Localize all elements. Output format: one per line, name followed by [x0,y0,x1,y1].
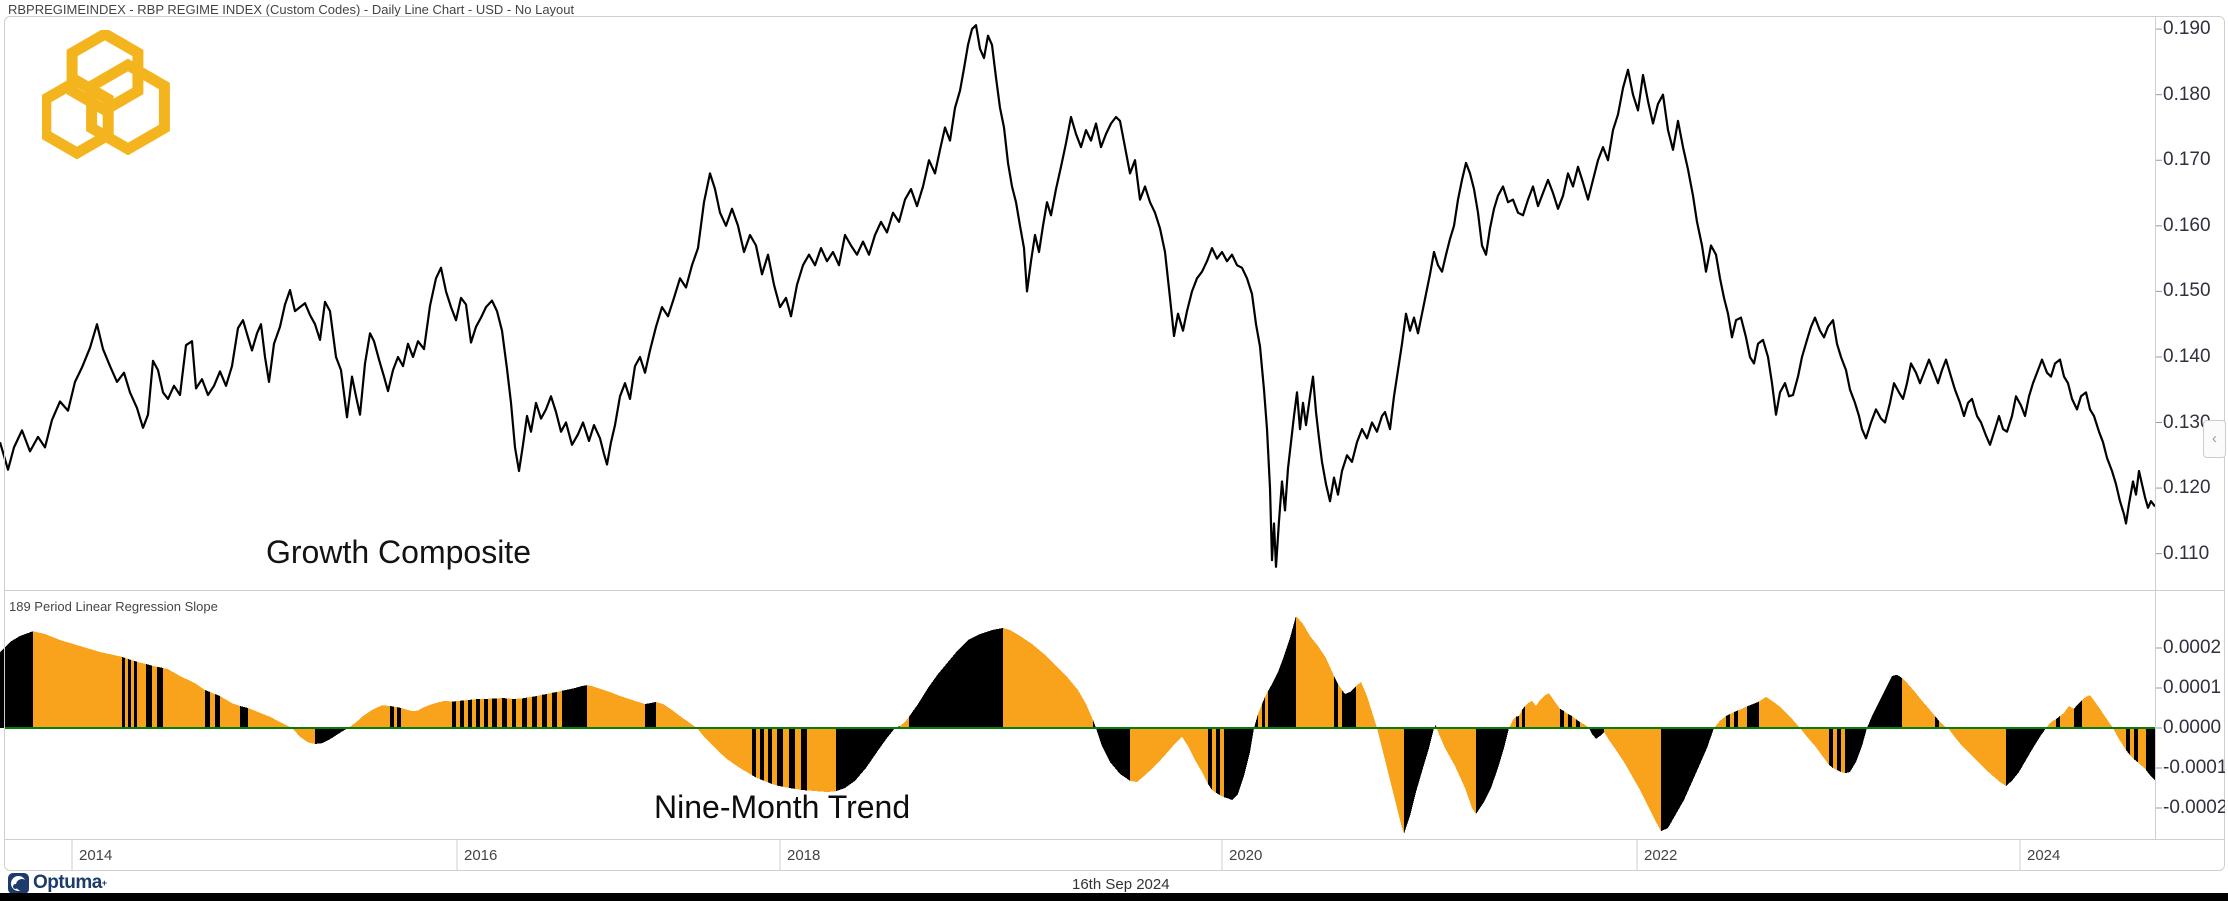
y-tick-label: 0.120 [2163,477,2211,499]
pane-divider [5,590,2224,591]
y-tick-label: 0.0000 [2163,717,2222,738]
y-axis-border [2155,17,2156,839]
year-tick-label: 2020 [1229,847,1263,864]
year-tick-label: 2018 [787,847,821,864]
y-tick-label: 0.130 [2163,411,2211,433]
optuma-icon [8,872,29,894]
brand-wordmark: Optuma [33,872,102,893]
indicator-title-label[interactable]: 189 Period Linear Regression Slope [9,599,218,614]
y-tick-label: 0.0002 [2163,637,2222,658]
nine-month-trend-label[interactable]: Nine-Month Trend [654,789,911,825]
year-tick-label: 2014 [79,847,113,864]
x-axis-border [5,839,2224,840]
rbp-hexagon-logo-icon [42,30,170,160]
date-label: 16th Sep 2024 [1072,876,1170,893]
chevron-left-icon: ‹ [2212,430,2217,447]
y-tick-label: 0.110 [2163,542,2210,564]
window-title: RBPREGIMEINDEX - RBP REGIME INDEX (Custo… [8,2,575,17]
growth-composite-label[interactable]: Growth Composite [266,534,531,570]
chart-canvas[interactable] [4,16,2225,871]
y-tick-label: 0.180 [2163,83,2211,105]
y-tick-label: 0.0001 [2163,677,2222,698]
year-tick-label: 2016 [464,847,498,864]
y-tick-label: -0.0002 [2163,797,2225,818]
y-tick-label: 0.140 [2163,345,2211,367]
axis-collapse-button[interactable]: ‹ [2203,420,2226,458]
bottom-black-bar [0,893,2228,901]
y-tick-label: -0.0001 [2163,757,2225,778]
year-tick-label: 2022 [1644,847,1678,864]
year-tick-label: 2024 [2027,847,2061,864]
optuma-logo: Optuma + [8,872,107,894]
y-tick-label: 0.190 [2163,18,2211,40]
y-tick-label: 0.170 [2163,149,2211,171]
y-tick-label: 0.150 [2163,280,2211,302]
y-tick-label: 0.160 [2163,214,2211,236]
brand-mark: + [101,878,108,888]
